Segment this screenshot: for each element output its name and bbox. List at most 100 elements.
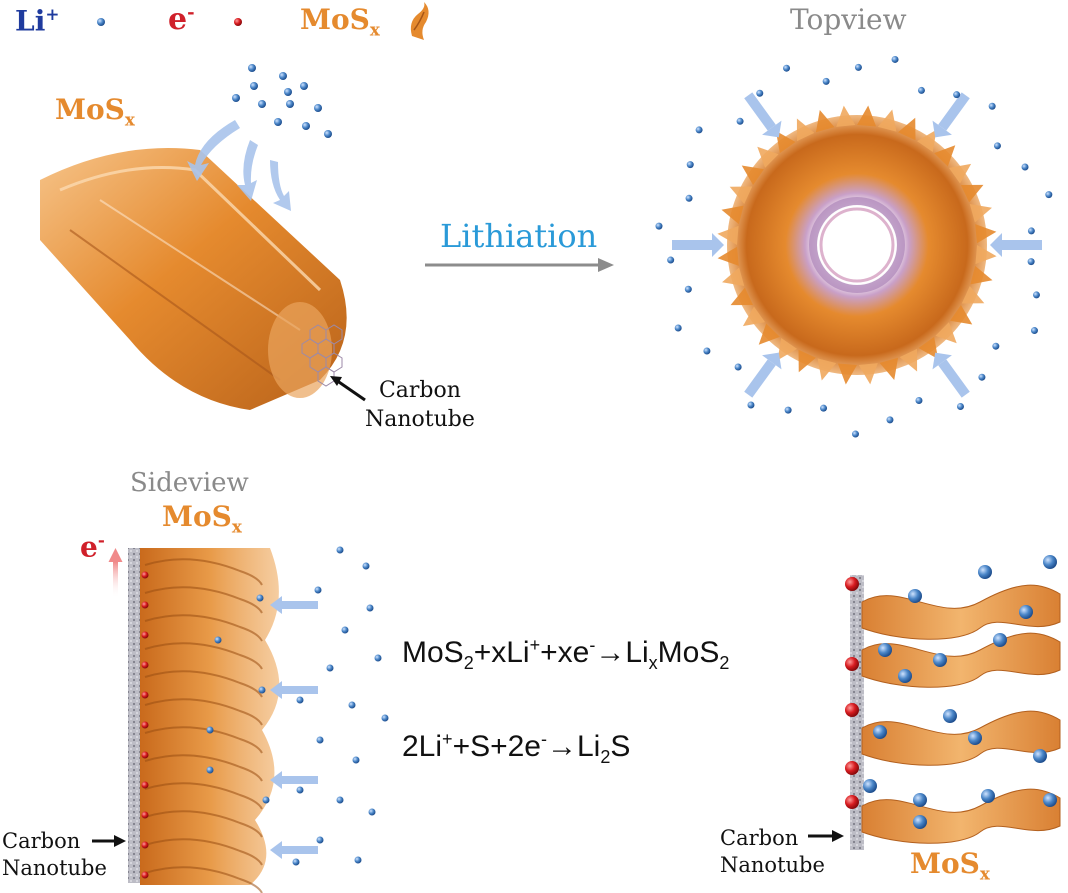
mos-petal — [741, 165, 764, 185]
electron — [845, 795, 859, 809]
li-ion-legend-icon — [97, 18, 105, 26]
mos-petal — [857, 105, 877, 127]
li-ion — [933, 653, 947, 667]
electron — [141, 691, 149, 699]
mos-petal — [742, 306, 766, 327]
li-ion — [368, 808, 376, 816]
mos-petal — [975, 224, 997, 244]
li-arrow — [932, 92, 970, 138]
legend-li-label: Li+ — [15, 4, 60, 38]
mos-petal — [969, 203, 992, 223]
electron-legend-icon — [234, 18, 242, 26]
ribbon-li-ions — [863, 555, 1057, 829]
mos-fold — [144, 754, 263, 782]
li-ion — [336, 546, 344, 554]
li-ion — [981, 789, 995, 803]
li-ion — [943, 709, 957, 723]
li-ion — [316, 836, 324, 844]
mos-petal — [817, 358, 837, 381]
mos-petal — [948, 163, 972, 184]
topview-title: Topview — [790, 3, 907, 36]
li-ion — [206, 726, 214, 734]
li-arrow — [990, 233, 1042, 257]
electron — [845, 761, 859, 775]
li-ion — [956, 402, 964, 410]
li-ion — [302, 122, 310, 130]
li-ion — [917, 86, 925, 94]
legend-electron-label: e- — [168, 2, 195, 37]
li-ion — [326, 664, 334, 672]
electron — [845, 657, 859, 671]
sideview-mos-label: MoSx — [162, 500, 242, 537]
sideview-cnt-label: Carbon Nanotube — [2, 829, 107, 881]
li-ion — [366, 604, 374, 612]
electron — [141, 721, 149, 729]
li-ion — [703, 347, 711, 355]
li-ion — [993, 633, 1007, 647]
li-ion — [1019, 605, 1033, 619]
mos-fold — [144, 810, 263, 838]
li-ion — [684, 285, 692, 293]
mos-petals — [717, 105, 997, 385]
mos-petal — [960, 184, 984, 203]
electron — [845, 703, 859, 717]
ribbon-cnt-label: Carbon Nanotube — [720, 826, 825, 878]
mos-petal — [934, 145, 956, 167]
mos-petal — [777, 338, 797, 361]
mos-ribbon — [861, 710, 1061, 766]
li-ion — [878, 643, 892, 657]
li-arrow — [932, 352, 970, 398]
mos-petal — [877, 109, 897, 132]
li-ion — [1032, 291, 1040, 299]
li-ion — [667, 256, 675, 264]
li-ion — [783, 64, 791, 72]
mos-petal — [730, 287, 754, 306]
mos-petal — [935, 322, 957, 344]
li-ion — [314, 104, 322, 112]
li-ion — [352, 756, 360, 764]
sideview-panel — [92, 546, 389, 893]
li-ion — [1043, 555, 1057, 569]
mos-petal — [837, 363, 857, 385]
electron — [141, 601, 149, 609]
li-ion — [324, 130, 332, 138]
ribbon-cnt-pointer — [808, 830, 844, 842]
mos-ribbons — [861, 584, 1061, 844]
li-ion — [1021, 163, 1029, 171]
li-ion — [274, 118, 282, 126]
li-ion — [1027, 258, 1035, 266]
li-ion — [1045, 191, 1053, 199]
mos-petal — [918, 336, 939, 360]
li-ion — [262, 796, 270, 804]
electron — [141, 811, 149, 819]
li-ion — [898, 669, 912, 683]
mos-coated-nanotube — [40, 148, 366, 410]
li-arrow — [672, 233, 724, 257]
electron — [141, 661, 149, 669]
electron — [141, 871, 149, 879]
lithiation-arrow — [425, 258, 614, 272]
li-ion — [296, 696, 304, 704]
sideview-electron-label: e- — [80, 530, 105, 564]
mos-petal — [917, 129, 937, 152]
mos-fold — [144, 614, 263, 642]
li-ion — [686, 161, 694, 169]
li-ion — [256, 594, 264, 602]
li-ion — [992, 342, 1000, 350]
cnt-lattice-icon — [301, 324, 343, 387]
li-ion — [1033, 749, 1047, 763]
li-ion — [232, 94, 240, 102]
li-incoming-arrows — [187, 120, 291, 211]
li-arrow — [270, 681, 318, 699]
ribbon-mos-label: MoSx — [910, 847, 990, 884]
mos-petal — [796, 118, 815, 142]
mos-ribbon — [861, 632, 1061, 688]
li-ion — [993, 142, 1001, 150]
mos-petal — [717, 246, 739, 266]
li-ion — [292, 858, 300, 866]
mos-petal — [899, 348, 918, 372]
mos-fold — [144, 726, 263, 754]
mos-fold — [144, 866, 263, 893]
li-ion — [674, 324, 682, 332]
